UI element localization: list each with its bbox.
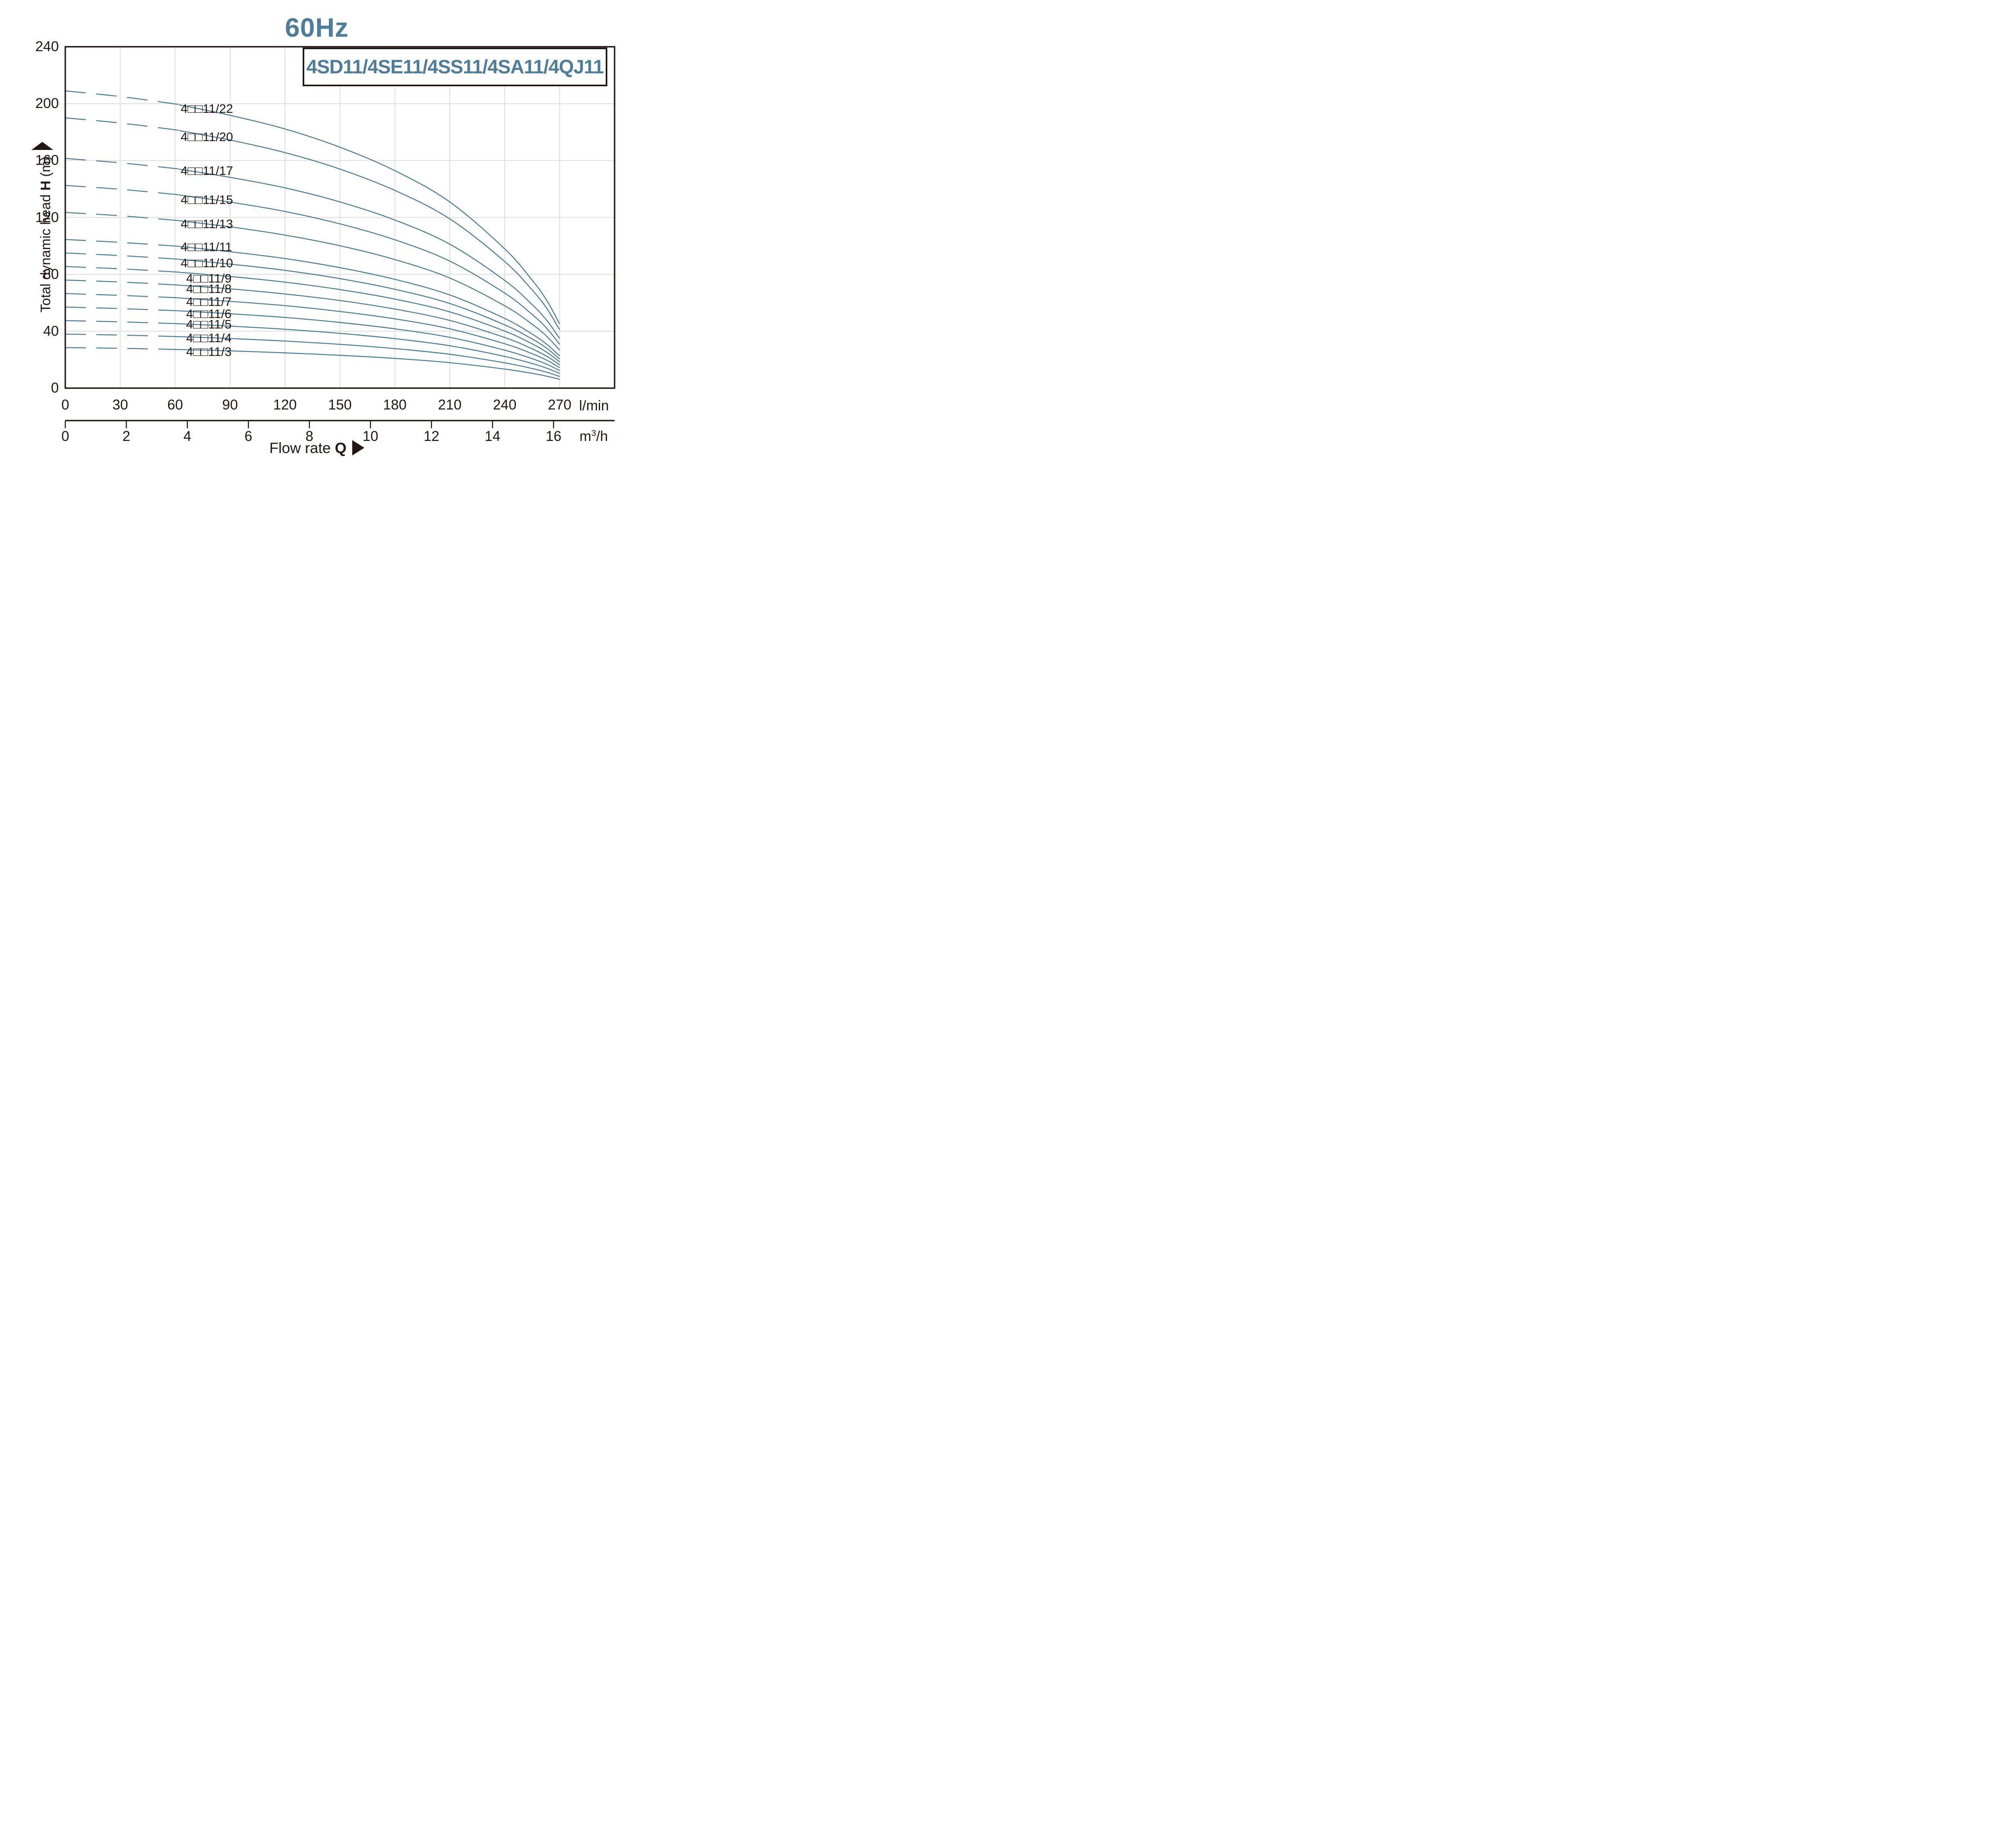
x-tick-label-m3h-10: 10 bbox=[362, 428, 378, 444]
curve-411-7-solid bbox=[179, 297, 560, 368]
y-tick-label-80: 80 bbox=[43, 266, 59, 282]
curve-411-9-dashed bbox=[65, 266, 181, 273]
y-tick-label-240: 240 bbox=[35, 39, 59, 54]
curve-411-7-dashed bbox=[65, 293, 181, 299]
x-axis-title: Flow rate Q bbox=[0, 439, 634, 457]
x-axis-title-symbol: Q bbox=[334, 440, 347, 456]
legend-text: 4SD11/4SE11/4SS11/4SA11/4QJ11 bbox=[306, 56, 604, 78]
legend-box: 4SD11/4SE11/4SS11/4SA11/4QJ11 bbox=[303, 48, 607, 86]
curve-label-411-7: 4□□11/7 bbox=[186, 295, 232, 309]
curve-411-3-solid bbox=[179, 349, 560, 380]
unit-m3h-rest: /h bbox=[596, 428, 608, 444]
curve-411-4-solid bbox=[179, 336, 560, 377]
x-tick-label-lmin-60: 60 bbox=[167, 397, 183, 413]
curve-label-411-13: 4□□11/13 bbox=[181, 217, 233, 231]
x-tick-label-m3h-6: 6 bbox=[244, 428, 253, 444]
unit-lmin: l/min bbox=[579, 398, 609, 414]
flow-arrow-icon bbox=[352, 440, 364, 456]
x-tick-label-m3h-14: 14 bbox=[484, 428, 501, 444]
x-tick-label-lmin-0: 0 bbox=[61, 397, 69, 413]
pump-performance-chart: 60Hz 4SD11/4SE11/4SS11/4SA11/4QJ11 0 40 80… bbox=[0, 0, 634, 462]
x-tick-label-m3h-0: 0 bbox=[61, 428, 69, 444]
y-tick-label-120: 120 bbox=[35, 209, 59, 225]
curve-411-22-dashed bbox=[65, 90, 181, 106]
curve-411-15-solid bbox=[179, 194, 560, 345]
curve-label-411-17: 4□□11/17 bbox=[181, 163, 233, 178]
x-tick-label-m3h-4: 4 bbox=[183, 428, 191, 444]
curve-411-17-solid bbox=[179, 168, 560, 339]
curve-411-15-dashed bbox=[65, 185, 181, 195]
y-axis-title-unit: (m) bbox=[38, 156, 54, 181]
x-tick-label-lmin-270: 270 bbox=[548, 397, 571, 413]
curve-411-20-dashed bbox=[65, 117, 181, 131]
x-tick-label-lmin-120: 120 bbox=[273, 397, 297, 413]
curve-label-411-11: 4□□11/11 bbox=[181, 240, 232, 254]
y-axis-title: Total dynamic head H (m) bbox=[38, 150, 54, 319]
curve-label-411-10: 4□□11/10 bbox=[181, 256, 233, 270]
curve-411-10-dashed bbox=[65, 252, 181, 260]
curve-411-17-dashed bbox=[65, 158, 181, 170]
curve-411-9-solid bbox=[179, 272, 560, 362]
x-tick-label-lmin-240: 240 bbox=[493, 397, 517, 413]
curve-label-411-4: 4□□11/4 bbox=[186, 331, 232, 345]
curve-label-411-22: 4□□11/22 bbox=[181, 101, 233, 116]
curve-411-20-solid bbox=[179, 130, 560, 330]
x-tick-label-m3h-16: 16 bbox=[546, 428, 562, 444]
unit-m3h-base: m bbox=[580, 428, 592, 444]
curve-label-411-9: 4□□11/9 bbox=[186, 271, 232, 285]
x-axis-title-text: Flow rate bbox=[269, 440, 335, 456]
curve-411-6-dashed bbox=[65, 306, 181, 312]
y-tick-label-0: 0 bbox=[51, 380, 59, 396]
y-tick-label-200: 200 bbox=[35, 96, 59, 112]
curve-label-411-6: 4□□11/6 bbox=[186, 306, 232, 321]
y-tick-label-40: 40 bbox=[43, 323, 59, 339]
x-tick-label-lmin-180: 180 bbox=[383, 397, 407, 413]
curve-411-8-dashed bbox=[65, 279, 181, 286]
curve-411-22-solid bbox=[179, 104, 560, 324]
x-tick-label-m3h-2: 2 bbox=[122, 428, 131, 444]
plot-area bbox=[64, 46, 615, 428]
x-tick-label-lmin-150: 150 bbox=[328, 397, 352, 413]
x-tick-label-m3h-8: 8 bbox=[305, 428, 314, 444]
curve-411-3-dashed bbox=[65, 347, 181, 350]
curve-411-4-dashed bbox=[65, 333, 181, 337]
curve-411-6-solid bbox=[179, 310, 560, 371]
curve-label-411-20: 4□□11/20 bbox=[181, 130, 233, 144]
curve-411-11-solid bbox=[179, 246, 560, 357]
curve-411-11-dashed bbox=[65, 239, 181, 247]
curve-411-8-solid bbox=[179, 285, 560, 366]
y-tick-label-160: 160 bbox=[35, 152, 59, 168]
plot-border bbox=[64, 46, 615, 389]
unit-m3h: m3/h bbox=[580, 428, 608, 445]
curve-411-13-dashed bbox=[65, 212, 181, 222]
y-axis-title-text: Total dynamic head bbox=[38, 190, 54, 313]
curve-411-5-dashed bbox=[65, 320, 181, 324]
unit-m3h-sup: 3 bbox=[591, 428, 596, 438]
y-axis-title-symbol: H bbox=[38, 181, 54, 191]
x-tick-label-m3h-12: 12 bbox=[424, 428, 440, 444]
curve-label-411-3: 4□□11/3 bbox=[186, 344, 232, 359]
curve-411-10-solid bbox=[179, 259, 560, 360]
x-tick-label-lmin-90: 90 bbox=[222, 397, 238, 413]
y-axis-arrow-icon bbox=[31, 142, 53, 150]
curve-label-411-5: 4□□11/5 bbox=[186, 317, 232, 331]
curve-label-411-15: 4□□11/15 bbox=[181, 193, 233, 207]
chart-title: 60Hz bbox=[285, 12, 349, 42]
x-tick-label-lmin-210: 210 bbox=[438, 397, 462, 413]
curve-411-13-solid bbox=[179, 220, 560, 351]
x-tick-label-lmin-30: 30 bbox=[112, 397, 128, 413]
curve-label-411-8: 4□□11/8 bbox=[186, 281, 232, 296]
curve-411-5-solid bbox=[179, 323, 560, 374]
